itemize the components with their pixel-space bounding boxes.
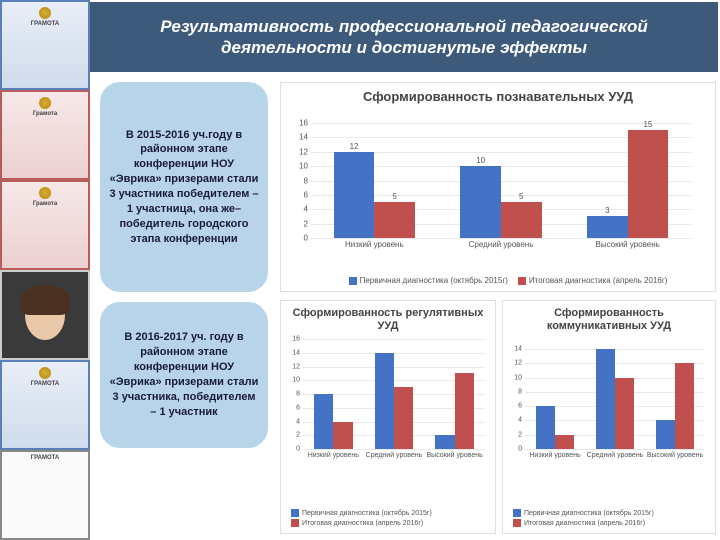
chart-title: Сформированность коммуникативных УУД xyxy=(503,301,715,337)
legend-swatch xyxy=(291,519,299,527)
legend-item: Первичная диагностика (октябрь 2015г) xyxy=(291,509,432,517)
slide-title: Результативность профессиональной педаго… xyxy=(90,2,718,72)
chart-regulatory: Сформированность регулятивных УУД 024681… xyxy=(280,300,496,534)
student-photo xyxy=(0,270,90,360)
bar xyxy=(435,435,454,449)
ytick: 6 xyxy=(296,404,300,411)
info-bubble-2015-2016: В 2015-2016 уч.году в районном этапе кон… xyxy=(100,82,268,292)
bar xyxy=(628,130,669,238)
ytick: 16 xyxy=(292,336,300,343)
value-label: 12 xyxy=(350,142,359,151)
bar xyxy=(501,202,542,238)
plot-area: 02468101214Низкий уровеньСредний уровень… xyxy=(525,349,705,449)
bar xyxy=(615,378,634,449)
ytick: 12 xyxy=(299,147,308,156)
ytick: 6 xyxy=(304,190,308,199)
ytick: 14 xyxy=(299,133,308,142)
chart-legend: Первичная диагностика (октябрь 2015г) Ито… xyxy=(513,509,705,527)
ytick: 14 xyxy=(514,346,522,353)
bar xyxy=(587,216,628,238)
bar xyxy=(455,373,474,449)
ytick: 0 xyxy=(304,234,308,243)
bar xyxy=(374,202,415,238)
value-label: 5 xyxy=(392,192,396,201)
xlabel: Низкий уровень xyxy=(525,452,585,460)
bar xyxy=(656,420,675,449)
legend-swatch xyxy=(518,277,526,285)
bar xyxy=(314,394,333,449)
legend-swatch xyxy=(513,509,521,517)
ytick: 10 xyxy=(514,374,522,381)
ytick: 8 xyxy=(518,388,522,395)
xlabel: Высокий уровень xyxy=(645,452,705,460)
legend-item: Итоговая диагностика (апрель 2016г) xyxy=(291,519,423,527)
ytick: 6 xyxy=(518,403,522,410)
ytick: 8 xyxy=(296,391,300,398)
xlabel: Средний уровень xyxy=(364,452,425,460)
plot-area: 0246810121416Низкий уровеньСредний урове… xyxy=(303,339,485,449)
plot-area: 0246810121416125Низкий уровень105Средний… xyxy=(311,123,691,238)
xlabel: Средний уровень xyxy=(585,452,645,460)
xlabel: Средний уровень xyxy=(438,241,565,250)
legend-swatch xyxy=(291,509,299,517)
bar xyxy=(460,166,501,238)
xlabel: Низкий уровень xyxy=(311,241,438,250)
bar xyxy=(333,422,352,450)
value-label: 3 xyxy=(605,206,609,215)
ytick: 4 xyxy=(304,205,308,214)
bar xyxy=(596,349,615,449)
legend-label: Итоговая диагностика (апрель 2016г) xyxy=(524,520,645,527)
info-bubble-2016-2017: В 2016-2017 уч. году в районном этапе ко… xyxy=(100,302,268,448)
ytick: 2 xyxy=(518,431,522,438)
ytick: 8 xyxy=(304,176,308,185)
ytick: 14 xyxy=(292,349,300,356)
bar xyxy=(375,353,394,449)
chart-title: Сформированность познавательных УУД xyxy=(281,83,715,109)
ytick: 16 xyxy=(299,119,308,128)
legend-item: Первичная диагностика (октябрь 2015г) xyxy=(513,509,654,517)
legend-swatch xyxy=(513,519,521,527)
certificate: ГРАМОТА xyxy=(0,0,90,90)
ytick: 4 xyxy=(296,418,300,425)
xlabel: Низкий уровень xyxy=(303,452,364,460)
xlabel: Высокий уровень xyxy=(424,452,485,460)
legend-label: Первичная диагностика (октябрь 2015г) xyxy=(302,510,432,517)
bar xyxy=(555,435,574,449)
value-label: 5 xyxy=(519,192,523,201)
legend-label: Итоговая диагностика (апрель 2016г) xyxy=(302,520,423,527)
ytick: 12 xyxy=(292,363,300,370)
legend-item: Итоговая диагностика (апрель 2016г) xyxy=(513,519,645,527)
ytick: 0 xyxy=(296,446,300,453)
ytick: 10 xyxy=(299,162,308,171)
legend-label: Первичная диагностика (октябрь 2015г) xyxy=(524,510,654,517)
certificate-strip: ГРАМОТА Грамота Грамота ГРАМОТА ГРАМОТА xyxy=(0,0,90,540)
chart-legend: Первичная диагностика (октябрь 2015г) Ито… xyxy=(291,509,485,527)
bar xyxy=(675,363,694,449)
certificate: Грамота xyxy=(0,90,90,180)
chart-title: Сформированность регулятивных УУД xyxy=(281,301,495,337)
bar xyxy=(394,387,413,449)
legend-item: Первичная диагностика (октябрь 2015г) xyxy=(349,276,508,285)
chart-communicative: Сформированность коммуникативных УУД 024… xyxy=(502,300,716,534)
legend-item: Итоговая диагностика (апрель 2016г) xyxy=(518,276,668,285)
legend-swatch xyxy=(349,277,357,285)
certificate: ГРАМОТА xyxy=(0,450,90,540)
value-label: 15 xyxy=(643,120,652,129)
xlabel: Высокий уровень xyxy=(564,241,691,250)
ytick: 10 xyxy=(292,377,300,384)
ytick: 4 xyxy=(518,417,522,424)
bar xyxy=(334,152,375,238)
ytick: 0 xyxy=(518,446,522,453)
ytick: 12 xyxy=(514,360,522,367)
chart-cognitive: Сформированность познавательных УУД 0 2 4 6… xyxy=(280,82,716,292)
legend-label: Первичная диагностика (октябрь 2015г) xyxy=(360,276,508,285)
ytick: 2 xyxy=(304,219,308,228)
bar xyxy=(536,406,555,449)
certificate: ГРАМОТА xyxy=(0,360,90,450)
ytick: 2 xyxy=(296,432,300,439)
value-label: 10 xyxy=(476,156,485,165)
legend-label: Итоговая диагностика (апрель 2016г) xyxy=(529,276,668,285)
certificate: Грамота xyxy=(0,180,90,270)
chart-legend: Первичная диагностика (октябрь 2015г) Ито… xyxy=(311,276,705,285)
